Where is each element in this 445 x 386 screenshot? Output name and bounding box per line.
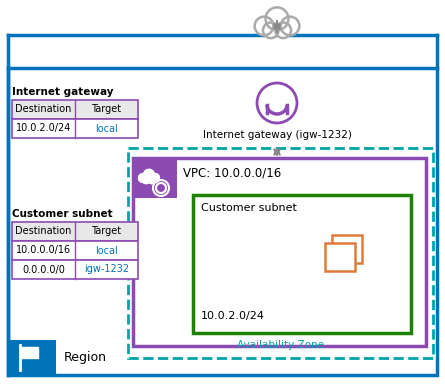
- Text: 10.0.2.0/24: 10.0.2.0/24: [16, 124, 71, 134]
- Circle shape: [139, 174, 147, 182]
- FancyBboxPatch shape: [133, 160, 177, 198]
- Polygon shape: [20, 347, 38, 358]
- Text: Target: Target: [91, 227, 121, 237]
- FancyBboxPatch shape: [12, 241, 138, 260]
- Text: Target: Target: [91, 105, 121, 115]
- Circle shape: [142, 176, 150, 183]
- Circle shape: [148, 176, 155, 183]
- FancyBboxPatch shape: [325, 243, 355, 271]
- Circle shape: [144, 169, 154, 180]
- FancyBboxPatch shape: [8, 340, 56, 375]
- Text: Region: Region: [64, 351, 107, 364]
- Text: 10.0.2.0/24: 10.0.2.0/24: [201, 311, 265, 321]
- Text: local: local: [95, 124, 118, 134]
- FancyBboxPatch shape: [12, 260, 138, 279]
- Text: 0.0.0.0/0: 0.0.0.0/0: [22, 264, 65, 274]
- Text: Internet gateway (igw-1232): Internet gateway (igw-1232): [202, 130, 352, 140]
- Circle shape: [263, 22, 279, 38]
- Circle shape: [255, 17, 273, 36]
- Text: Destination: Destination: [15, 227, 72, 237]
- Circle shape: [153, 180, 169, 196]
- Text: Availability Zone: Availability Zone: [237, 340, 324, 350]
- Circle shape: [275, 22, 291, 38]
- Text: igw-1232: igw-1232: [84, 264, 129, 274]
- Text: Customer subnet: Customer subnet: [201, 203, 297, 213]
- Circle shape: [281, 17, 299, 36]
- Text: 10.0.0.0/16: 10.0.0.0/16: [16, 245, 71, 256]
- FancyBboxPatch shape: [12, 100, 138, 119]
- Circle shape: [266, 7, 288, 30]
- Text: VPC: 10.0.0.0/16: VPC: 10.0.0.0/16: [183, 166, 281, 179]
- FancyBboxPatch shape: [12, 222, 138, 241]
- FancyBboxPatch shape: [12, 119, 138, 138]
- Circle shape: [257, 83, 297, 123]
- Text: Internet gateway: Internet gateway: [12, 87, 113, 97]
- FancyBboxPatch shape: [332, 235, 362, 263]
- Text: Destination: Destination: [15, 105, 72, 115]
- Text: local: local: [95, 245, 118, 256]
- Text: Customer subnet: Customer subnet: [12, 209, 113, 219]
- Circle shape: [151, 174, 159, 182]
